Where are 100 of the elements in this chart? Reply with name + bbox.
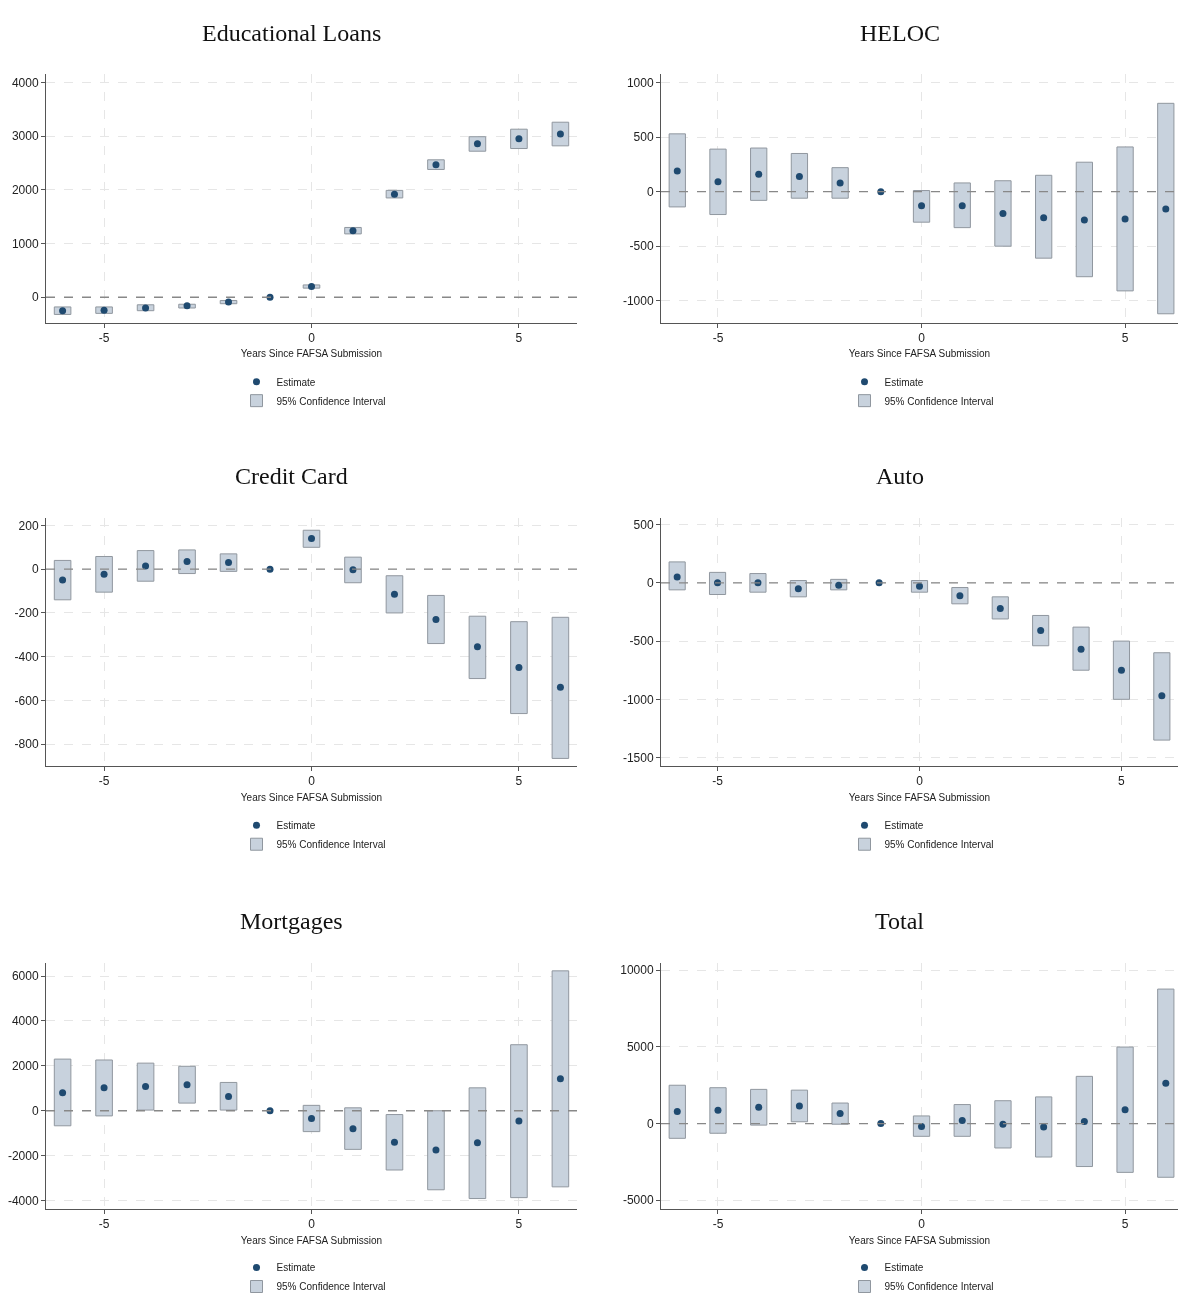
legend-label: 95% Confidence Interval	[884, 1281, 994, 1293]
point	[1077, 645, 1085, 653]
bar	[344, 1107, 362, 1150]
y-tick-label: 10000	[620, 963, 654, 978]
bar	[912, 190, 931, 223]
bar	[551, 970, 570, 1188]
bar	[709, 148, 727, 216]
bar	[1116, 1046, 1134, 1173]
point	[673, 1107, 681, 1115]
x-tick-label: -5	[98, 1217, 110, 1232]
bar	[1035, 174, 1053, 259]
bar	[136, 1062, 155, 1111]
x-tick-label: 5	[515, 330, 523, 345]
point	[1121, 1106, 1129, 1114]
legend-label: 95% Confidence Interval	[276, 839, 386, 851]
y-tick-label: 0	[646, 576, 654, 591]
bar	[136, 550, 155, 582]
x-tick-label: 0	[916, 774, 924, 789]
y-tick-label: 500	[633, 130, 654, 145]
point	[1162, 205, 1170, 213]
bar	[1035, 1096, 1053, 1158]
point	[515, 1117, 523, 1125]
bar	[551, 121, 570, 147]
x-tick-label: -5	[712, 330, 724, 345]
y-tick-label: -4000	[7, 1193, 39, 1208]
y-tick-label: 0	[31, 562, 39, 577]
point	[100, 306, 108, 314]
bar	[53, 1058, 72, 1127]
y-tick-label: -2000	[7, 1148, 39, 1163]
y-tick-label: -1000	[622, 692, 654, 707]
point	[183, 302, 191, 310]
y-tick-label: 3000	[11, 129, 39, 144]
point	[349, 1125, 357, 1133]
y-tick-label: 6000	[11, 969, 39, 984]
point	[918, 202, 926, 210]
bar	[994, 1100, 1012, 1149]
legend-label: Estimate	[276, 1262, 316, 1274]
point	[795, 1102, 803, 1110]
x-axis-title: Years Since FAFSA Submission	[240, 348, 383, 360]
point	[999, 209, 1007, 217]
x-tick-label: -5	[712, 1217, 724, 1232]
bar	[953, 182, 971, 229]
chart-title: Auto	[876, 463, 924, 489]
y-tick-label: 0	[31, 290, 39, 305]
point	[473, 643, 481, 651]
y-tick-label: -800	[14, 737, 39, 752]
bar	[468, 615, 487, 680]
x-axis-title: Years Since FAFSA Submission	[848, 1234, 991, 1246]
legend-label: Estimate	[884, 820, 924, 832]
legend-label: 95% Confidence Interval	[276, 1281, 386, 1293]
point	[390, 1138, 398, 1146]
x-tick-label: -5	[98, 774, 110, 789]
point	[390, 590, 398, 598]
y-tick-label: -500	[629, 634, 654, 649]
bar	[95, 1059, 113, 1117]
point	[432, 1146, 440, 1154]
bar	[510, 621, 528, 715]
bar	[790, 152, 809, 199]
x-axis-title: Years Since FAFSA Submission	[848, 791, 991, 803]
x-tick-label: 0	[308, 330, 316, 345]
bar	[53, 559, 72, 601]
chart-title: Mortgages	[240, 908, 343, 934]
bar	[1157, 988, 1175, 1178]
point	[142, 304, 150, 312]
point	[795, 172, 803, 180]
point	[100, 1084, 108, 1092]
x-tick-label: 5	[1121, 330, 1129, 345]
y-tick-label: -5000	[622, 1193, 654, 1208]
point	[556, 1075, 564, 1083]
point	[755, 170, 763, 178]
point	[714, 178, 722, 186]
point	[59, 576, 67, 584]
point	[1158, 692, 1166, 700]
x-tick-label: 5	[515, 1217, 523, 1232]
y-tick-label: 5000	[626, 1040, 654, 1055]
point	[556, 683, 564, 691]
bar	[510, 1044, 528, 1199]
bar	[385, 575, 404, 614]
bar	[178, 1065, 196, 1104]
bar	[95, 555, 113, 593]
bar	[750, 1088, 768, 1126]
x-tick-label: 0	[918, 330, 926, 345]
x-axis-title: Years Since FAFSA Submission	[240, 1234, 383, 1246]
x-tick-label: -5	[712, 774, 724, 789]
bar	[1075, 161, 1094, 278]
point	[1121, 215, 1129, 223]
point	[100, 570, 108, 578]
y-tick-label: 0	[646, 184, 654, 199]
bar	[427, 1110, 445, 1191]
point	[1080, 216, 1088, 224]
y-tick-label: -400	[14, 649, 39, 664]
point	[673, 167, 681, 175]
point	[1117, 666, 1125, 674]
x-tick-label: 5	[515, 774, 523, 789]
x-tick-label: 0	[308, 1217, 316, 1232]
y-tick-label: 500	[633, 517, 654, 532]
y-tick-label: 4000	[11, 75, 39, 90]
y-tick-label: -500	[629, 239, 654, 254]
point	[755, 1103, 763, 1111]
y-tick-label: 4000	[11, 1014, 39, 1029]
